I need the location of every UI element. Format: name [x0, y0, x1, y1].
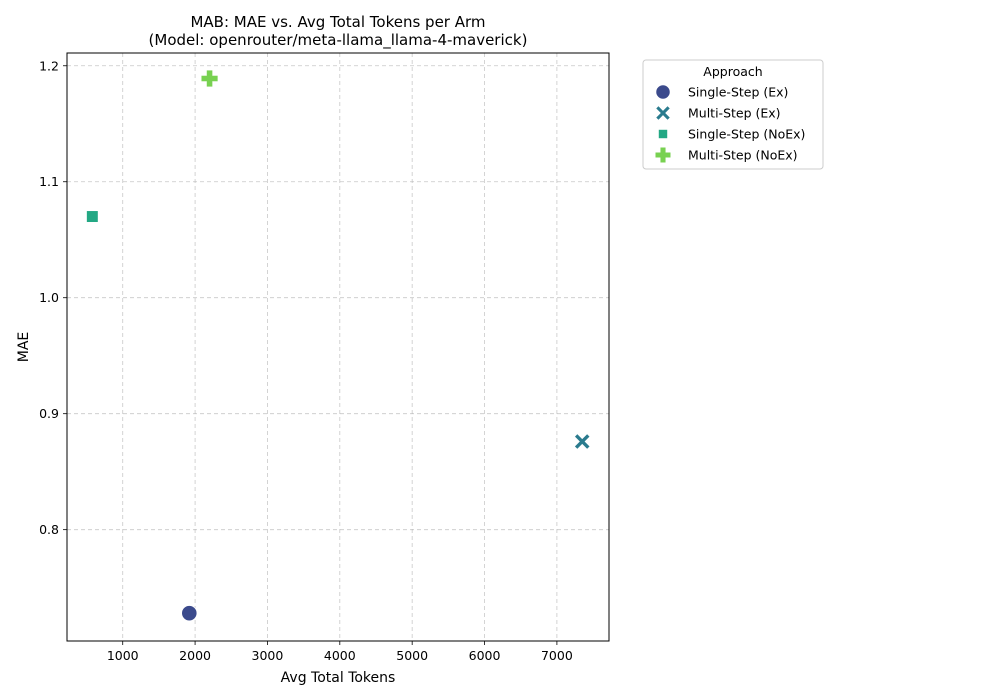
y-tick-label: 0.8 [39, 522, 59, 537]
legend-frame [642, 59, 824, 170]
data-point [181, 605, 198, 622]
x-tick-label: 4000 [324, 648, 356, 663]
data-points [86, 69, 591, 622]
legend-label: Multi-Step (Ex) [688, 106, 781, 121]
x-tick-label: 1000 [107, 648, 139, 663]
x-tick-label: 3000 [252, 648, 284, 663]
legend: Approach Single-Step (Ex) Multi-Step (Ex)… [642, 59, 824, 170]
x-tick-label: 7000 [541, 648, 573, 663]
legend-label: Single-Step (NoEx) [688, 127, 805, 142]
plot-area [66, 52, 610, 642]
data-point [86, 210, 99, 223]
data-point [200, 69, 219, 88]
chart-subtitle: (Model: openrouter/meta-llama_llama-4-ma… [149, 31, 528, 50]
y-axis-ticks: 0.8 0.9 1.0 1.1 1.2 [39, 58, 67, 537]
x-axis-ticks: 1000 2000 3000 4000 5000 6000 7000 [107, 641, 573, 663]
legend-marker [657, 128, 669, 140]
y-tick-label: 1.1 [39, 174, 59, 189]
y-tick-label: 1.2 [39, 58, 59, 73]
chart-title: MAB: MAE vs. Avg Total Tokens per Arm [190, 13, 485, 31]
data-point [574, 433, 591, 450]
legend-items: Single-Step (Ex) Multi-Step (Ex) Single-St… [654, 84, 805, 164]
legend-title: Approach [703, 64, 762, 79]
x-tick-label: 6000 [469, 648, 501, 663]
legend-marker [655, 105, 671, 121]
x-axis-label: Avg Total Tokens [281, 670, 396, 686]
y-axis-label: MAE [16, 332, 32, 363]
legend-label: Single-Step (Ex) [688, 85, 788, 100]
y-tick-label: 0.9 [39, 406, 59, 421]
legend-marker [654, 146, 672, 164]
y-tick-label: 1.0 [39, 290, 59, 305]
x-tick-label: 5000 [396, 648, 428, 663]
legend-marker [655, 84, 671, 100]
x-tick-label: 2000 [179, 648, 211, 663]
grid-lines [67, 53, 609, 641]
legend-label: Multi-Step (NoEx) [688, 148, 798, 163]
